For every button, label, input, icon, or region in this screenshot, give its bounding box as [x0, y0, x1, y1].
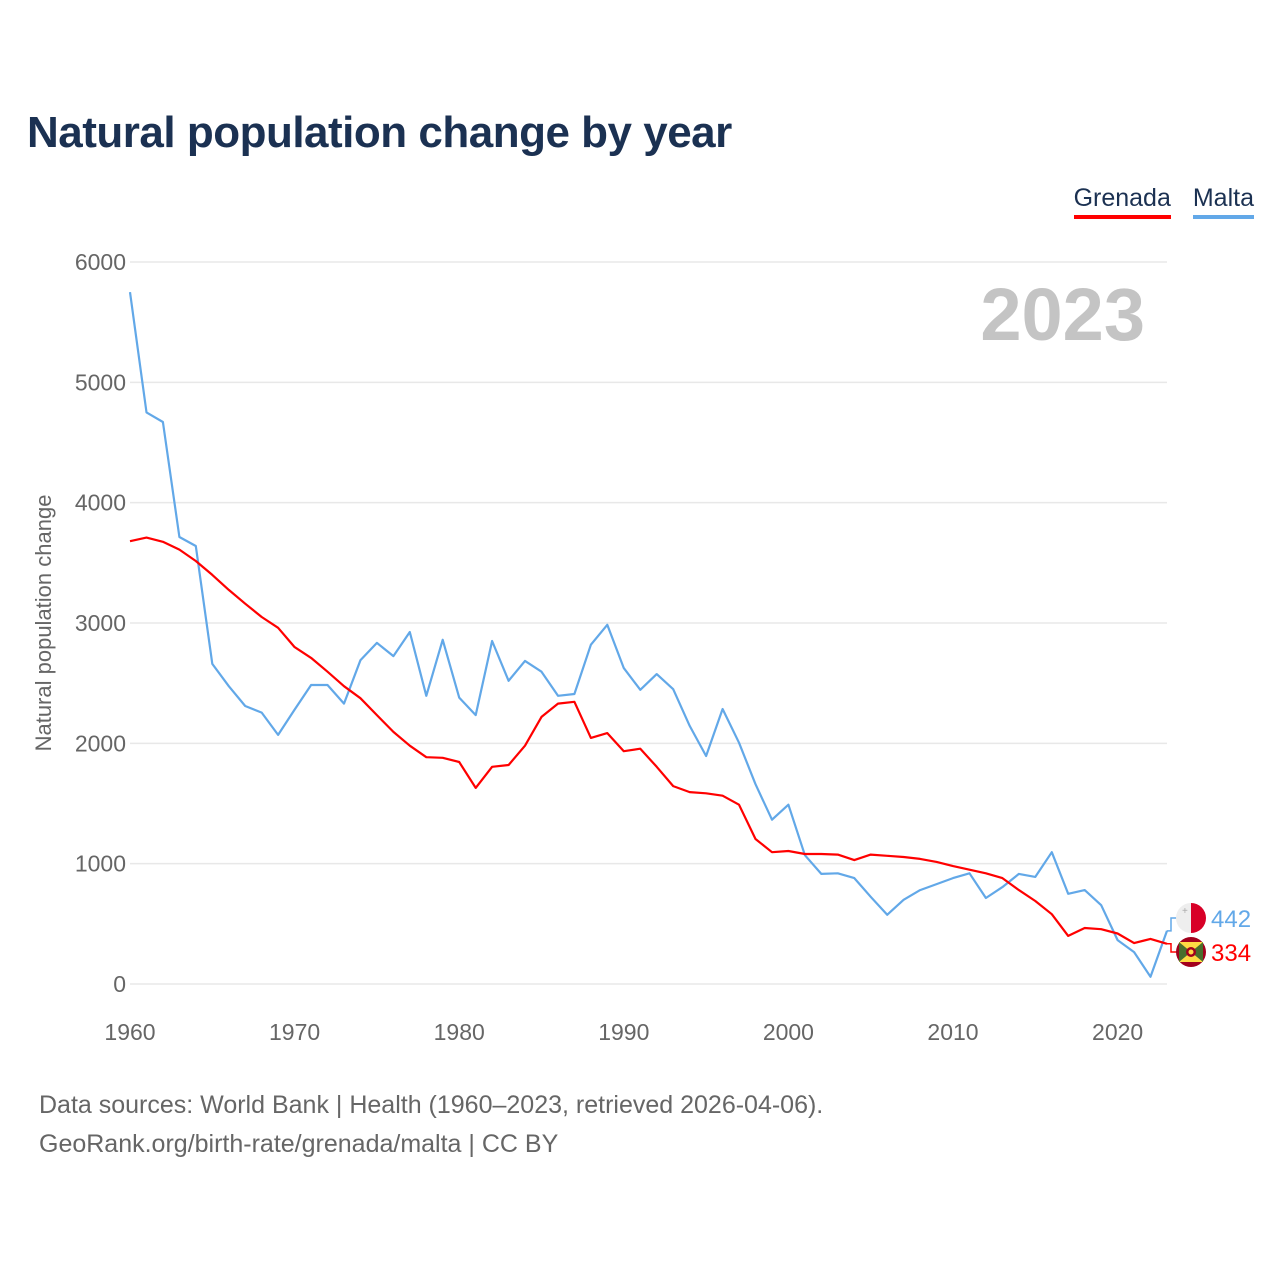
malta-cross-icon: +	[1182, 906, 1188, 917]
y-tick-label: 4000	[75, 490, 126, 516]
legend-item-malta[interactable]: Malta	[1192, 184, 1254, 219]
y-tick-label: 1000	[75, 851, 126, 877]
x-tick-label: 2020	[1092, 1019, 1143, 1045]
series-line-grenada	[129, 536, 1168, 945]
x-tick-label: 2010	[927, 1019, 978, 1045]
y-axis-label: Natural population change	[31, 495, 56, 752]
x-tick-label: 2000	[763, 1019, 814, 1045]
y-tick-label: 0	[113, 971, 126, 997]
series-line-malta	[128, 291, 1169, 978]
attribution-link[interactable]: GeoRank.org/birth-rate/grenada/malta | C…	[39, 1130, 559, 1158]
grenada-flag-icon	[1188, 949, 1194, 955]
chart-title: Natural population change by year	[27, 108, 732, 157]
end-value-label-grenada: 334	[1211, 940, 1251, 967]
end-value-label-malta: 442	[1211, 906, 1251, 933]
x-tick-label: 1960	[104, 1019, 155, 1045]
y-tick-label: 6000	[75, 249, 126, 275]
legend: Grenada Malta	[1073, 184, 1254, 219]
end-label-connector	[1167, 917, 1177, 932]
x-tick-label: 1970	[269, 1019, 320, 1045]
y-tick-label: 3000	[75, 610, 126, 636]
data-source-text: Data sources: World Bank | Health (1960–…	[39, 1091, 824, 1119]
y-tick-label: 2000	[75, 730, 126, 756]
malta-flag-icon	[1191, 903, 1206, 933]
x-tick-label: 1990	[598, 1019, 649, 1045]
footer: Data sources: World Bank | Health (1960–…	[39, 1086, 823, 1164]
current-year-label: 2023	[980, 273, 1145, 356]
legend-item-grenada[interactable]: Grenada	[1073, 184, 1171, 219]
x-tick-label: 1980	[434, 1019, 485, 1045]
y-tick-label: 5000	[75, 369, 126, 395]
end-label-connector	[1167, 943, 1177, 953]
